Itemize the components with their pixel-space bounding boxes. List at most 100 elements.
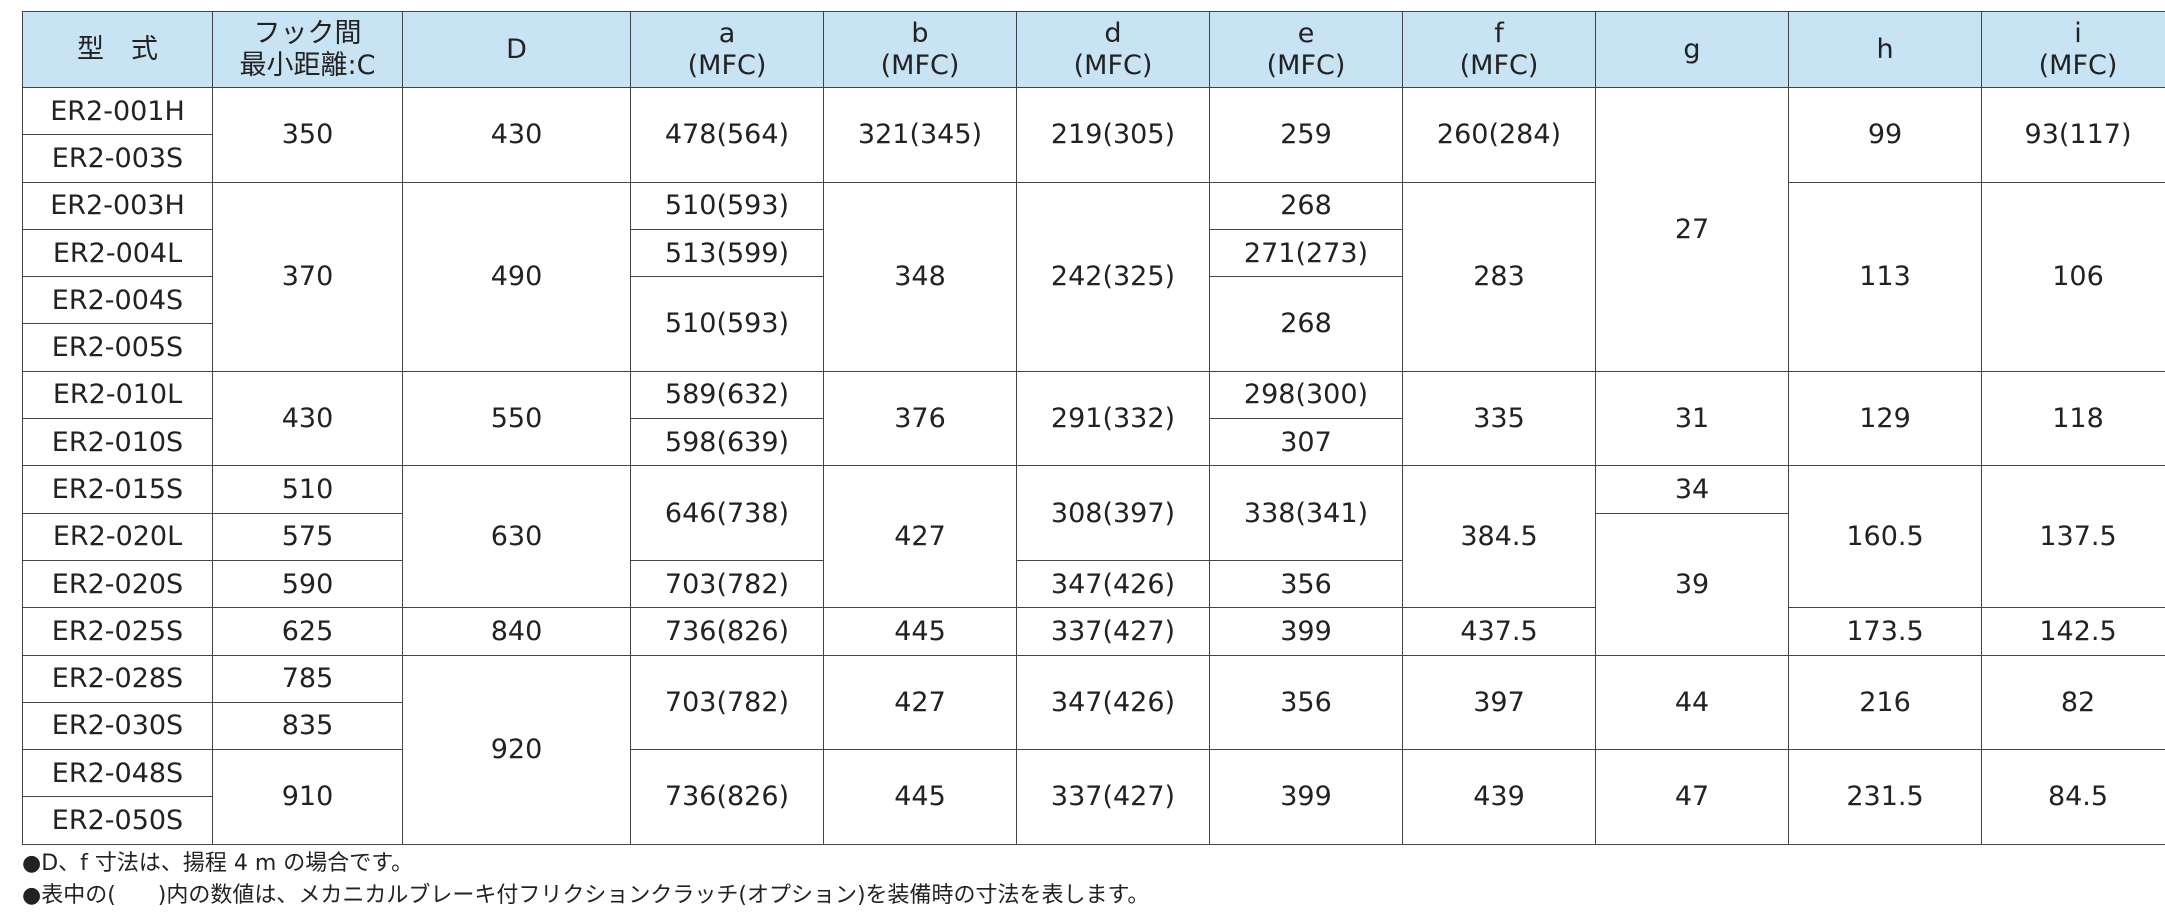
header-h: h bbox=[1788, 11, 1982, 88]
header-D: D bbox=[402, 11, 631, 88]
table-row: ER2-010S 598(639) 307 bbox=[22, 418, 2165, 467]
i-cell: 84.5 bbox=[1981, 749, 2165, 845]
model-cell: ER2-010L bbox=[22, 370, 213, 420]
a-cell: 510(593) bbox=[630, 181, 824, 230]
a-cell: 703(782) bbox=[630, 559, 824, 609]
D-cell: 490 bbox=[402, 181, 631, 372]
e-cell: 338(341) bbox=[1209, 465, 1403, 561]
model-cell: ER2-004S bbox=[22, 276, 213, 325]
header-b: b (MFC) bbox=[823, 11, 1017, 88]
c-cell: 350 bbox=[212, 87, 403, 183]
header-row: 型 式 フック間 最小距離:C D a (MFC) b (MFC) d (MFC) e(… bbox=[22, 11, 2165, 88]
i-cell: 137.5 bbox=[1981, 465, 2165, 609]
header-model: 型 式 bbox=[22, 11, 213, 88]
footnotes: ●D、f 寸法は、揚程 4 m の場合です。 ●表中の( )内の数値は、メカニカル… bbox=[22, 848, 1149, 912]
table-row: ER2-020L 575 39 bbox=[22, 512, 2165, 656]
model-cell: ER2-020S bbox=[22, 559, 213, 609]
table-row: ER2-005S bbox=[22, 323, 2165, 372]
table-row: ER2-020S 590 703(782) 347(426) 356 bbox=[22, 559, 2165, 609]
table-row: ER2-010L 430 550 589(632) 376 291(332) 2… bbox=[22, 370, 2165, 467]
model-cell: ER2-005S bbox=[22, 323, 213, 372]
f-cell: 260(284) bbox=[1402, 87, 1596, 183]
model-cell: ER2-004L bbox=[22, 228, 213, 278]
model-cell: ER2-010S bbox=[22, 418, 213, 467]
spec-table-container: 型 式 フック間 最小距離:C D a (MFC) b (MFC) d (MFC) e(… bbox=[22, 11, 2165, 845]
D-cell: 920 bbox=[402, 654, 631, 845]
c-cell: 430 bbox=[212, 370, 403, 467]
table-row: ER2-001H 350 430 478(564) 321(345) 219(3… bbox=[22, 86, 2165, 372]
f-cell: 437.5 bbox=[1402, 607, 1596, 656]
header-e: e (MFC) bbox=[1209, 11, 1403, 88]
header-b-mfc: (MFC) bbox=[880, 49, 960, 81]
header-b-label: b bbox=[911, 18, 929, 50]
d-cell: 347(426) bbox=[1016, 654, 1210, 751]
header-d-mfc: (MFC) bbox=[1073, 49, 1153, 81]
table-row: ER2-030S 835 bbox=[22, 701, 2165, 751]
i-cell: 106 bbox=[1981, 181, 2165, 372]
header-i-mfc: (MFC) bbox=[2038, 49, 2118, 81]
note-line-2: ●表中の( )内の数値は、メカニカルブレーキ付フリクションクラッチ(オプション)を… bbox=[22, 880, 1149, 912]
e-cell: 399 bbox=[1209, 607, 1403, 656]
note-line-2-end: )内の数値は、メカニカルブレーキ付フリクションクラッチ(オプション)を装備時の寸… bbox=[157, 883, 1150, 908]
D-cell: 550 bbox=[402, 370, 631, 467]
e-cell: 271(273) bbox=[1209, 228, 1403, 278]
header-hook-distance: フック間 最小距離:C bbox=[212, 11, 403, 88]
header-d-label: d bbox=[1104, 18, 1122, 50]
header-f-mfc: (MFC) bbox=[1459, 49, 1539, 81]
c-cell: 835 bbox=[212, 701, 403, 751]
table-row: ER2-028S 785 920 703(782) 427 347(426) 3… bbox=[22, 654, 2165, 845]
header-e-label: e bbox=[1297, 18, 1315, 50]
d-cell: 291(332) bbox=[1016, 370, 1210, 467]
c-cell: 785 bbox=[212, 654, 403, 703]
table-row: ER2-003H 370 490 510(593) 348 242(325) 2… bbox=[22, 181, 2165, 372]
table-row: ER2-025S 625 840 736(826) 445 337(427) 3… bbox=[22, 607, 2165, 656]
e-cell: 268 bbox=[1209, 276, 1403, 372]
header-i: i (MFC) bbox=[1981, 11, 2165, 88]
model-cell: ER2-030S bbox=[22, 701, 213, 751]
g-cell: 44 bbox=[1595, 654, 1789, 751]
h-cell: 216 bbox=[1788, 654, 1982, 751]
b-cell: 445 bbox=[823, 749, 1017, 845]
header-model-label: 型 式 bbox=[77, 33, 158, 65]
model-cell: ER2-015S bbox=[22, 465, 213, 514]
model-cell: ER2-048S bbox=[22, 749, 213, 798]
g-cell: 39 bbox=[1595, 512, 1789, 656]
header-h-label: h bbox=[1876, 33, 1894, 65]
table-row: ER2-050S bbox=[22, 796, 2165, 845]
table-row: ER2-015S 510 630 646(738) 427 308(397) 3… bbox=[22, 465, 2165, 609]
table-row: ER2-004S 510(593) 268 bbox=[22, 276, 2165, 372]
note-line-1: ●D、f 寸法は、揚程 4 m の場合です。 bbox=[22, 851, 414, 876]
a-cell: 736(826) bbox=[630, 749, 824, 845]
h-cell: 173.5 bbox=[1788, 607, 1982, 656]
header-e-mfc: (MFC) bbox=[1266, 49, 1346, 81]
a-cell: 513(599) bbox=[630, 228, 824, 278]
f-cell: 384.5 bbox=[1402, 465, 1596, 609]
header-hook-line1: フック間 bbox=[253, 18, 362, 50]
h-cell: 99 bbox=[1788, 87, 1982, 183]
header-f: f (MFC) bbox=[1402, 11, 1596, 88]
f-cell: 335 bbox=[1402, 370, 1596, 467]
b-cell: 427 bbox=[823, 654, 1017, 751]
note-line-2-start: ●表中の( bbox=[22, 883, 116, 908]
b-cell: 427 bbox=[823, 465, 1017, 609]
header-i-label: i bbox=[2074, 18, 2082, 50]
a-cell: 478(564) bbox=[630, 87, 824, 183]
model-cell: ER2-050S bbox=[22, 796, 213, 845]
b-cell: 376 bbox=[823, 370, 1017, 467]
d-cell: 337(427) bbox=[1016, 607, 1210, 656]
model-cell: ER2-025S bbox=[22, 607, 213, 656]
b-cell: 445 bbox=[823, 607, 1017, 656]
i-cell: 118 bbox=[1981, 370, 2165, 467]
header-a: a (MFC) bbox=[630, 11, 824, 88]
a-cell: 598(639) bbox=[630, 418, 824, 467]
h-cell: 160.5 bbox=[1788, 465, 1982, 609]
dimension-table: 型 式 フック間 最小距離:C D a (MFC) b (MFC) d (MFC) e(… bbox=[22, 11, 2165, 845]
g-cell: 27 bbox=[1595, 87, 1789, 372]
e-cell: 268 bbox=[1209, 181, 1403, 230]
a-cell: 646(738) bbox=[630, 465, 824, 561]
header-a-label: a bbox=[718, 18, 736, 50]
i-cell: 82 bbox=[1981, 654, 2165, 751]
table-row: ER2-048S 910 736(826) 445 337(427) 399 4… bbox=[22, 749, 2165, 845]
g-cell: 47 bbox=[1595, 749, 1789, 845]
c-cell: 575 bbox=[212, 512, 403, 561]
